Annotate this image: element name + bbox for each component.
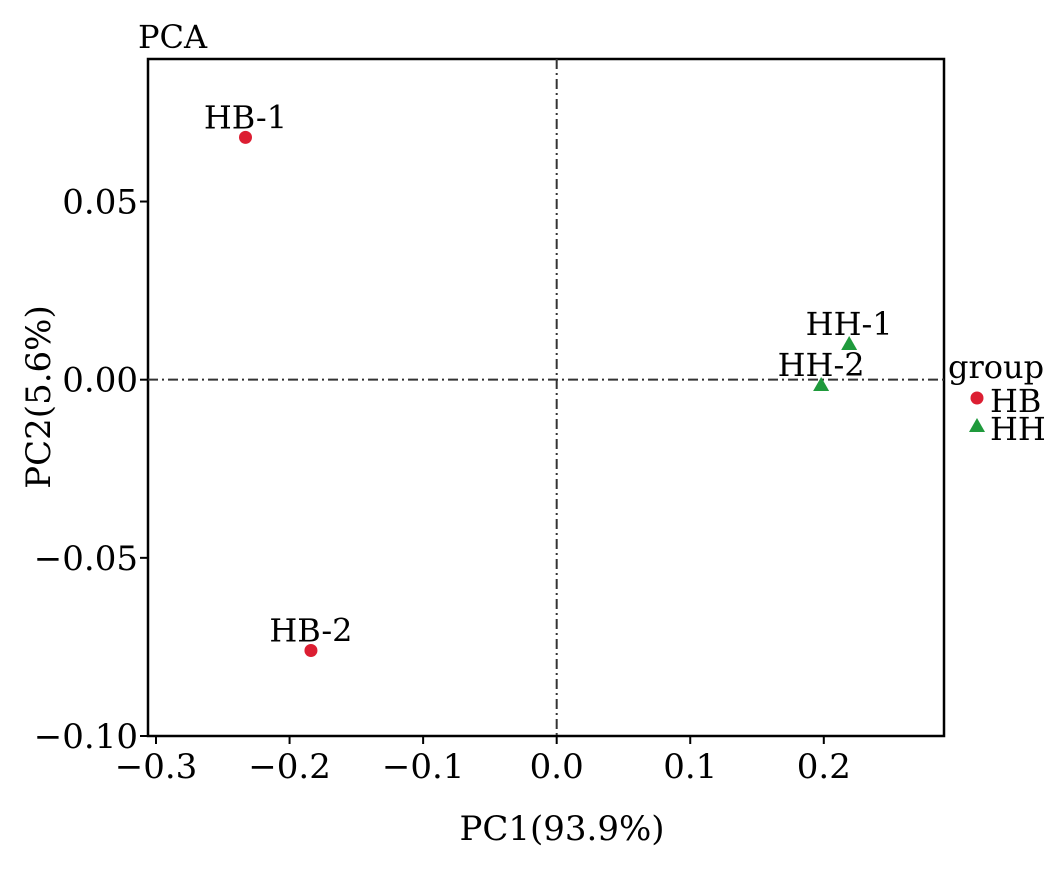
legend-marker-hh [969, 418, 985, 432]
legend-title: group [948, 348, 1044, 386]
legend-label: HB [990, 382, 1041, 420]
x-tick-label: 0.0 [530, 747, 584, 787]
x-tick-label: −0.1 [382, 747, 465, 787]
point-label: HH-2 [778, 346, 865, 384]
y-tick-label: −0.05 [34, 539, 138, 579]
point-hb-2 [304, 643, 318, 657]
chart-title: PCA [138, 18, 208, 56]
point-hh-2 [813, 377, 830, 392]
point-label: HB-1 [204, 98, 287, 136]
x-axis: −0.3 −0.2 −0.1 0.0 0.1 0.2 [115, 736, 851, 787]
x-tick-label: −0.2 [248, 747, 331, 787]
plot-area: −0.3 −0.2 −0.1 0.0 0.1 0.2 −0.10 −0.05 0.00 0.05… [34, 57, 946, 787]
legend-label: HH [990, 410, 1046, 448]
point-label: HB-2 [269, 611, 352, 649]
x-tick-label: −0.3 [115, 747, 198, 787]
point-hb-1 [238, 130, 252, 144]
y-tick-label: 0.05 [62, 183, 138, 223]
x-axis-label: PC1(93.9%) [459, 809, 664, 849]
y-tick-label: −0.10 [34, 717, 138, 757]
x-tick-label: 0.1 [663, 747, 717, 787]
y-axis-label: PC2(5.6%) [19, 305, 59, 488]
legend-marker-hb [970, 391, 984, 405]
y-axis: −0.10 −0.05 0.00 0.05 [34, 183, 148, 757]
x-tick-label: 0.2 [797, 747, 851, 787]
point-hh-1 [841, 336, 858, 351]
plot-frame [146, 57, 946, 738]
y-tick-label: 0.00 [62, 361, 138, 401]
point-label: HH-1 [806, 305, 893, 343]
data-points: HB-1 HB-2 HH-1HH-2 [204, 98, 893, 657]
